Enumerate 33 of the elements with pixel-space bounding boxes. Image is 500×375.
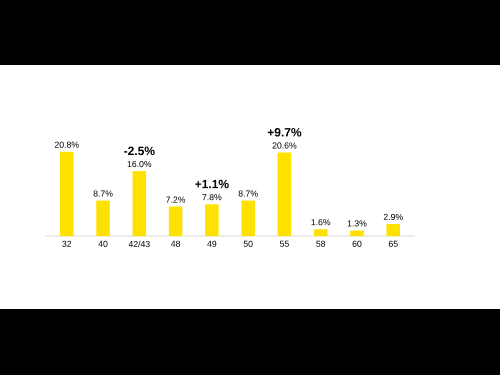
data-label: 1.3% — [348, 220, 367, 226]
x-tick-label: 40 — [98, 240, 108, 247]
data-label: 7.8% — [202, 194, 222, 200]
x-tick-label: 60 — [352, 240, 362, 247]
data-label: 2.9% — [384, 214, 403, 220]
x-tick-label: 65 — [388, 240, 398, 247]
annotation: -2.5% — [124, 146, 155, 156]
x-tick-label: 55 — [280, 240, 289, 247]
bar — [60, 152, 74, 236]
bar — [96, 200, 110, 236]
bar — [205, 204, 219, 236]
annotation: +9.7% — [268, 128, 302, 137]
bar — [278, 152, 292, 236]
data-label: 8.7% — [94, 190, 113, 197]
x-tick-label: 50 — [244, 240, 253, 247]
bar — [241, 200, 255, 236]
data-label: 16.0% — [128, 160, 152, 168]
data-label: 20.6% — [272, 142, 296, 149]
x-tick-label: 32 — [62, 240, 72, 247]
x-tick-label: 58 — [316, 240, 326, 247]
data-label: 8.7% — [238, 190, 258, 197]
x-tick-label: 42/43 — [128, 240, 150, 248]
bar — [314, 229, 328, 236]
bar — [386, 224, 400, 236]
x-tick-label: 49 — [207, 240, 216, 247]
annotation: +1.1% — [195, 180, 229, 188]
bar — [350, 230, 364, 236]
bar — [132, 171, 146, 236]
bar — [168, 206, 182, 236]
data-label: 7.2% — [166, 196, 186, 203]
data-label: 1.6% — [311, 219, 330, 226]
x-tick-label: 48 — [170, 240, 180, 247]
data-label: 20.8% — [54, 142, 79, 148]
